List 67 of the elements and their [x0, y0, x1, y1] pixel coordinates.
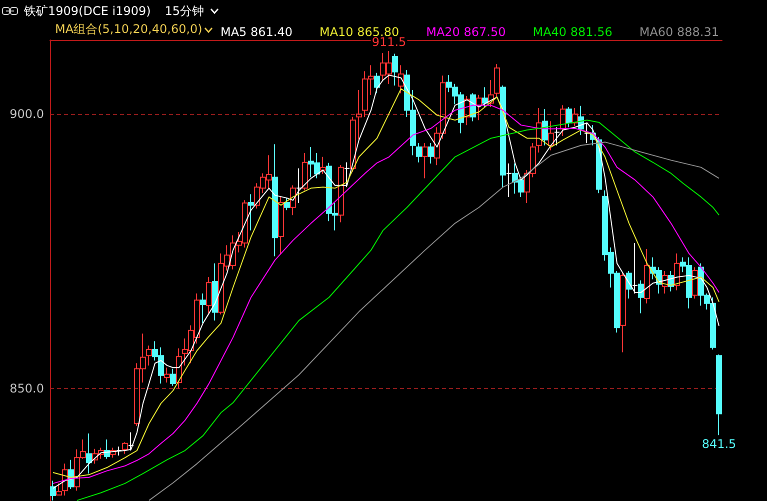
- candlestick: [716, 354, 722, 436]
- candlestick: [398, 64, 404, 94]
- candlestick: [206, 276, 212, 314]
- candlestick: [128, 432, 134, 452]
- candlestick: [548, 120, 554, 151]
- candlestick: [350, 116, 356, 172]
- candlestick: [488, 80, 494, 108]
- candlestick: [296, 168, 302, 204]
- candlestick: [428, 142, 434, 164]
- candlestick: [356, 89, 362, 140]
- candlestick: [278, 196, 284, 255]
- text: MA组合(5,10,20,40,60,0): [55, 21, 202, 38]
- candlestick: [416, 142, 422, 163]
- candlestick: [482, 86, 488, 108]
- candlestick: [212, 262, 218, 321]
- candlestick: [554, 126, 560, 146]
- candlestick: [392, 53, 398, 86]
- candlestick: [494, 64, 500, 98]
- text: MA20 867.50: [426, 25, 506, 39]
- candlestick: [116, 446, 122, 456]
- candlestick: [584, 122, 590, 144]
- candlestick: [500, 85, 506, 188]
- candlestick: [170, 368, 176, 386]
- candlestick: [638, 280, 644, 314]
- candlestick: [338, 164, 344, 223]
- candlestick: [476, 94, 482, 121]
- candlestick: [200, 293, 206, 324]
- candlestick: [620, 272, 626, 353]
- candlestick: [692, 266, 698, 299]
- candlestick: [632, 242, 638, 294]
- candlestick: [248, 194, 254, 231]
- candlestick: [572, 108, 578, 127]
- candlestick: [176, 348, 182, 389]
- y-tick-label: 850.0: [10, 381, 44, 396]
- candlestick: [86, 432, 92, 474]
- candlestick: [284, 198, 290, 211]
- annotation: 841.5: [702, 437, 736, 452]
- text: MA40 881.56: [532, 25, 612, 39]
- candlestick: [146, 345, 152, 366]
- candlestick: [542, 108, 548, 146]
- annotation: 911.5: [372, 34, 406, 49]
- candlestick: [56, 482, 62, 496]
- candlestick: [506, 162, 512, 198]
- candlestick: [344, 162, 350, 188]
- candlestick: [272, 144, 278, 257]
- candlestick: [164, 367, 170, 383]
- candlestick: [644, 248, 650, 304]
- candlestick: [50, 480, 56, 501]
- candlestick: [302, 152, 308, 191]
- candlestick: [110, 447, 116, 458]
- text: MA5 861.40: [220, 25, 292, 39]
- candlestick: [536, 108, 542, 154]
- text: MA60 888.31: [639, 25, 720, 39]
- candlestick: [62, 463, 68, 496]
- y-tick-label: 900.0: [10, 107, 44, 122]
- chart-subtitle: 15分钟: [164, 2, 204, 20]
- candlestick: [674, 252, 680, 291]
- candlestick: [122, 442, 128, 454]
- candlestick: [374, 72, 380, 94]
- candlestick: [560, 104, 566, 137]
- candlestick: [422, 142, 428, 179]
- candlestick: [464, 95, 470, 126]
- candlestick: [566, 106, 572, 128]
- chart-title: 铁矿1909(DCE i1909): [24, 2, 151, 20]
- candlestick: [290, 184, 296, 216]
- candlestick: [320, 156, 326, 174]
- candlestick: [662, 270, 668, 294]
